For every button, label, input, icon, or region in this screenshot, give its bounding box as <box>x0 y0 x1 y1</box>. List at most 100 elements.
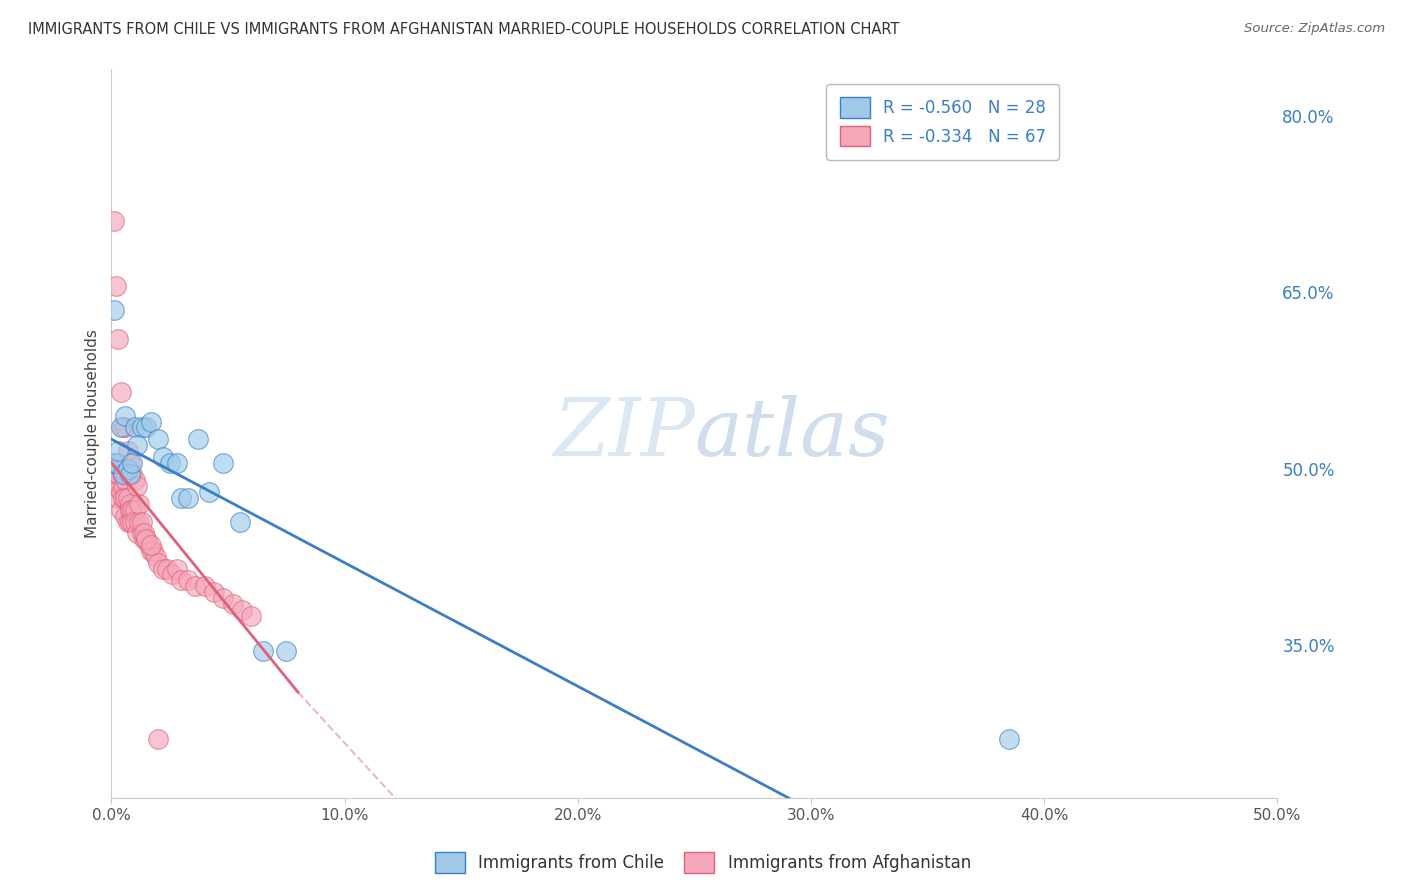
Point <box>142 544 165 558</box>
Point <box>121 456 143 470</box>
Point <box>194 579 217 593</box>
Point <box>276 644 298 658</box>
Point <box>114 474 136 488</box>
Point <box>170 491 193 505</box>
Point <box>135 532 157 546</box>
Point <box>112 479 135 493</box>
Point <box>114 491 136 505</box>
Point <box>166 561 188 575</box>
Point <box>107 332 129 346</box>
Point <box>125 479 148 493</box>
Point <box>124 515 146 529</box>
Point <box>139 544 162 558</box>
Point <box>105 279 128 293</box>
Point <box>103 456 125 470</box>
Point <box>131 526 153 541</box>
Point <box>107 467 129 482</box>
Point <box>117 461 139 475</box>
Point <box>120 502 142 516</box>
Point <box>117 515 139 529</box>
Point <box>131 420 153 434</box>
Point <box>121 467 143 482</box>
Point <box>177 574 200 588</box>
Point <box>202 585 225 599</box>
Point <box>103 456 125 470</box>
Point <box>105 467 128 482</box>
Point <box>117 491 139 505</box>
Y-axis label: Married-couple Households: Married-couple Households <box>86 329 100 538</box>
Point <box>998 732 1021 747</box>
Point <box>105 479 128 493</box>
Point <box>135 420 157 434</box>
Point <box>120 497 142 511</box>
Legend: R = -0.560   N = 28, R = -0.334   N = 67: R = -0.560 N = 28, R = -0.334 N = 67 <box>827 84 1059 160</box>
Point <box>103 467 125 482</box>
Point <box>156 561 179 575</box>
Point <box>146 556 169 570</box>
Point <box>103 479 125 493</box>
Point <box>125 526 148 541</box>
Legend: Immigrants from Chile, Immigrants from Afghanistan: Immigrants from Chile, Immigrants from A… <box>429 846 977 880</box>
Point <box>112 467 135 482</box>
Point <box>110 461 132 475</box>
Point <box>103 214 125 228</box>
Point <box>159 456 181 470</box>
Point <box>152 450 174 464</box>
Point <box>110 485 132 500</box>
Point <box>184 579 207 593</box>
Point <box>114 420 136 434</box>
Point <box>110 502 132 516</box>
Point <box>114 409 136 423</box>
Point <box>121 502 143 516</box>
Point <box>221 597 243 611</box>
Point <box>121 515 143 529</box>
Point <box>228 515 250 529</box>
Point <box>124 502 146 516</box>
Point <box>131 515 153 529</box>
Point <box>146 432 169 446</box>
Point <box>212 591 235 605</box>
Point <box>132 532 155 546</box>
Point <box>110 420 132 434</box>
Point <box>125 438 148 452</box>
Point <box>152 561 174 575</box>
Point <box>112 467 135 482</box>
Point <box>166 456 188 470</box>
Point <box>212 456 235 470</box>
Point <box>103 302 125 317</box>
Text: atlas: atlas <box>695 394 890 472</box>
Point <box>231 603 253 617</box>
Point <box>114 508 136 523</box>
Text: IMMIGRANTS FROM CHILE VS IMMIGRANTS FROM AFGHANISTAN MARRIED-COUPLE HOUSEHOLDS C: IMMIGRANTS FROM CHILE VS IMMIGRANTS FROM… <box>28 22 900 37</box>
Point <box>107 456 129 470</box>
Point <box>117 444 139 458</box>
Point <box>128 497 150 511</box>
Point <box>146 732 169 747</box>
Point <box>124 420 146 434</box>
Point <box>120 467 142 482</box>
Text: Source: ZipAtlas.com: Source: ZipAtlas.com <box>1244 22 1385 36</box>
Point <box>138 538 160 552</box>
Point <box>120 456 142 470</box>
Point <box>145 549 167 564</box>
Point <box>128 515 150 529</box>
Point <box>107 491 129 505</box>
Point <box>135 532 157 546</box>
Point <box>112 491 135 505</box>
Point <box>112 420 135 434</box>
Point <box>105 456 128 470</box>
Point <box>132 526 155 541</box>
Point <box>177 491 200 505</box>
Point <box>198 485 221 500</box>
Point <box>252 644 274 658</box>
Point <box>139 538 162 552</box>
Point <box>120 515 142 529</box>
Point <box>107 444 129 458</box>
Point <box>105 461 128 475</box>
Point <box>139 415 162 429</box>
Text: ZIP: ZIP <box>553 394 695 472</box>
Point <box>187 432 209 446</box>
Point <box>160 567 183 582</box>
Point <box>110 385 132 400</box>
Point <box>170 574 193 588</box>
